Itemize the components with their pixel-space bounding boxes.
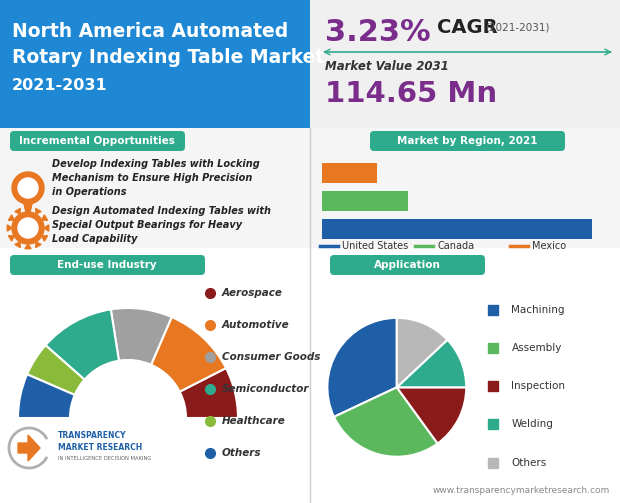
FancyBboxPatch shape [10,131,185,151]
Wedge shape [397,387,466,444]
FancyBboxPatch shape [310,0,620,128]
FancyBboxPatch shape [10,255,205,275]
FancyBboxPatch shape [322,163,377,183]
Text: Aerospace: Aerospace [222,288,283,298]
Text: Inspection: Inspection [512,381,565,391]
Polygon shape [7,225,12,231]
Text: 2021-2031: 2021-2031 [12,78,108,93]
Text: Develop Indexing Tables with Locking
Mechanism to Ensure High Precision
in Opera: Develop Indexing Tables with Locking Mec… [52,159,260,197]
Wedge shape [27,345,84,395]
Polygon shape [44,225,49,231]
FancyBboxPatch shape [0,128,620,248]
Polygon shape [12,212,44,244]
Text: Consumer Goods: Consumer Goods [222,352,321,362]
FancyBboxPatch shape [322,191,408,211]
Text: United States: United States [342,241,408,251]
Text: North America Automated: North America Automated [12,22,288,41]
Wedge shape [397,340,466,387]
Text: Market Value 2031: Market Value 2031 [325,60,449,73]
Polygon shape [36,242,41,247]
Text: TRANSPARENCY: TRANSPARENCY [58,431,126,440]
Polygon shape [25,207,31,212]
Text: Application: Application [374,260,440,270]
Text: Incremental Opportunities: Incremental Opportunities [19,136,175,146]
FancyBboxPatch shape [330,255,485,275]
Text: 114.65 Mn: 114.65 Mn [325,80,497,108]
Polygon shape [42,215,48,220]
Text: Automotive: Automotive [222,320,290,330]
Text: Design Automated Indexing Tables with
Special Output Bearings for Heavy
Load Cap: Design Automated Indexing Tables with Sp… [52,206,271,243]
Polygon shape [24,204,32,212]
Polygon shape [18,218,38,238]
Polygon shape [9,236,14,241]
Text: CAGR: CAGR [437,18,498,37]
Text: www.transparencymarketresearch.com: www.transparencymarketresearch.com [433,486,610,495]
Text: End-use Industry: End-use Industry [57,260,157,270]
Text: (2021-2031): (2021-2031) [485,22,549,32]
Text: Semiconductor: Semiconductor [222,384,309,394]
Text: Rotary Indexing Table Market: Rotary Indexing Table Market [12,48,324,67]
Text: IN INTELLIGENCE DECISION MAKING: IN INTELLIGENCE DECISION MAKING [58,457,151,461]
Polygon shape [36,208,41,214]
Polygon shape [25,244,31,249]
Text: Mexico: Mexico [532,241,566,251]
Text: 3.23%: 3.23% [325,18,431,47]
Text: Welding: Welding [512,420,554,430]
Text: MARKET RESEARCH: MARKET RESEARCH [58,443,142,452]
Wedge shape [334,387,438,457]
Wedge shape [151,317,226,392]
Text: Market by Region, 2021: Market by Region, 2021 [397,136,538,146]
Polygon shape [18,435,40,461]
Wedge shape [45,309,119,380]
Text: Others: Others [512,458,547,468]
Wedge shape [18,374,75,418]
Wedge shape [180,368,238,418]
Text: Assembly: Assembly [512,343,562,353]
Polygon shape [9,215,14,220]
Text: Machining: Machining [512,305,565,315]
Polygon shape [15,208,20,214]
FancyBboxPatch shape [0,0,310,128]
FancyBboxPatch shape [370,131,565,151]
Wedge shape [111,308,172,365]
Polygon shape [12,172,44,204]
Text: Others: Others [222,448,262,458]
Wedge shape [397,318,448,387]
Polygon shape [15,242,20,247]
Text: Healthcare: Healthcare [222,416,286,426]
FancyBboxPatch shape [322,219,592,239]
Polygon shape [18,178,38,198]
Text: Canada: Canada [437,241,474,251]
Wedge shape [327,318,397,417]
Polygon shape [42,236,48,241]
